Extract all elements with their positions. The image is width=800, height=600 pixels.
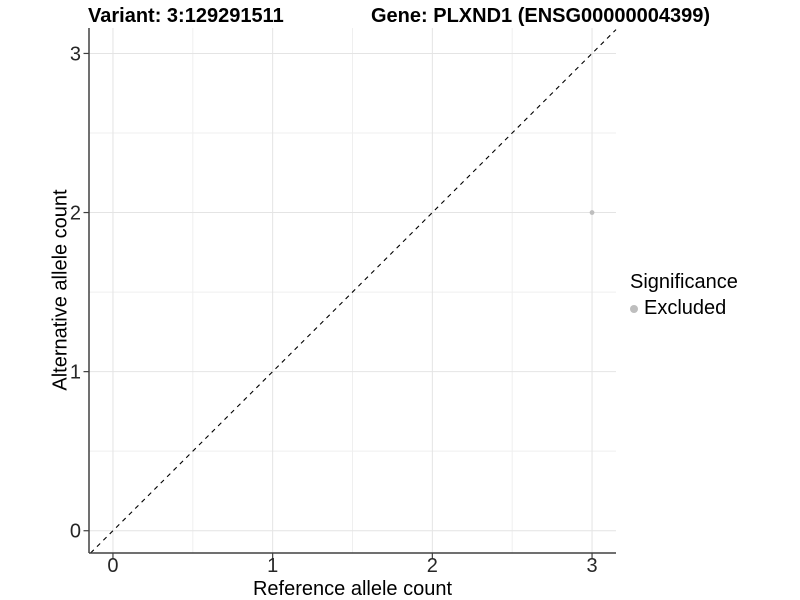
- data-point: [589, 210, 595, 215]
- plot-title-gene: Gene: PLXND1 (ENSG00000004399): [371, 5, 711, 27]
- x-tick-label: 0: [107, 555, 118, 577]
- y-tick-label: 1: [70, 362, 81, 384]
- y-tick-label: 3: [70, 43, 81, 65]
- legend-item-excluded: Excluded: [630, 297, 738, 320]
- y-tick-label: 0: [70, 521, 81, 543]
- legend-title: Significance: [630, 271, 738, 293]
- legend: Significance Excluded: [630, 271, 738, 320]
- plot-title-variant: Variant: 3:129291511: [88, 5, 284, 27]
- y-tick-label: 2: [70, 203, 81, 225]
- identity-reference-line: [90, 29, 617, 554]
- x-tick-label: 3: [586, 555, 597, 577]
- x-tick-label: 1: [267, 555, 278, 577]
- y-axis-title: Alternative allele count: [49, 189, 72, 391]
- x-axis-title: Reference allele count: [252, 578, 452, 600]
- excluded-point-swatch: [630, 304, 638, 313]
- legend-item-label: Excluded: [644, 297, 727, 319]
- x-tick-label: 2: [427, 555, 438, 577]
